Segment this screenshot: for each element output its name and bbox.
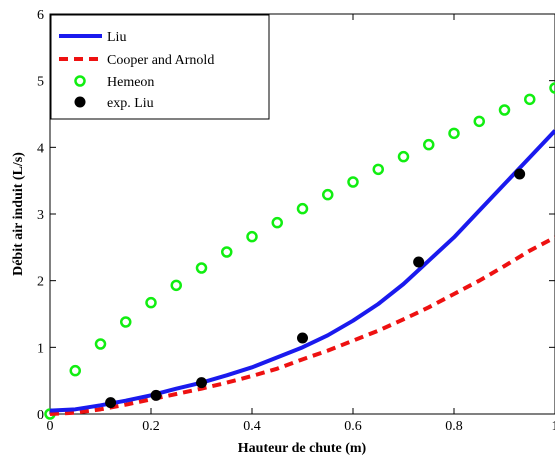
data-point-hemeon [271,216,283,229]
x-axis-title: Hauteur de chute (m) [238,441,367,456]
series-line-cooper-and-arnold [49,235,555,416]
series-layer [44,82,555,420]
data-point-hemeon [397,150,410,163]
data-point-exp-liu [514,168,526,180]
y-tick-label: 0 [37,408,44,423]
data-point-hemeon [498,104,511,116]
data-point-exp-liu [297,332,308,344]
series-line-liu [49,129,555,413]
x-tick-label: 0.2 [142,419,160,434]
legend-swatch-hemeon [74,75,86,87]
data-point-hemeon [423,138,435,151]
legend-swatch-exp-liu [74,96,86,108]
legend-label-liu: Liu [107,30,126,45]
x-tick-label: 0.4 [243,419,261,434]
data-point-hemeon [170,279,182,292]
x-tick-label: 1 [552,419,555,434]
y-axis-ticks: 0 1 2 3 4 5 6 [37,8,555,423]
data-point-hemeon [195,262,208,274]
data-point-hemeon [372,163,384,176]
data-point-exp-liu [413,256,425,268]
legend-label-hemeon: Hemeon [107,75,154,90]
data-point-exp-liu [105,397,117,409]
y-tick-label: 6 [37,8,44,23]
legend-box [50,14,270,120]
data-point-hemeon [246,230,258,243]
data-point-hemeon [549,82,555,94]
data-point-hemeon [473,115,485,128]
y-tick-label: 2 [37,275,44,290]
y-tick-label: 4 [37,141,44,156]
y-axis-title: Débit air induit (L/s) [11,152,26,276]
data-point-hemeon [120,316,132,328]
data-point-hemeon [296,202,309,215]
legend-label-cooper-arnold: Cooper and Arnold [107,53,214,68]
x-axis-ticks: 0 0.2 0.4 0.6 0.8 1 [47,14,555,434]
data-point-exp-liu [196,377,207,389]
data-point-hemeon [69,364,81,377]
y-tick-label: 5 [37,75,44,90]
x-tick-label: 0.6 [344,419,362,434]
data-point-hemeon [221,246,233,258]
data-point-hemeon [347,176,359,188]
data-point-exp-liu [150,389,162,401]
data-point-hemeon [322,188,334,201]
data-point-hemeon [524,93,536,106]
data-point-hemeon [145,296,157,309]
legend: Liu Cooper and Arnold Hemeon exp. Liu [50,14,270,120]
y-tick-label: 1 [37,341,44,356]
data-point-hemeon [94,338,107,350]
x-tick-label: 0 [47,419,54,434]
legend-label-exp-liu: exp. Liu [107,96,154,111]
data-point-hemeon [448,127,460,140]
x-tick-label: 0.8 [445,419,463,434]
y-tick-label: 3 [37,208,44,223]
